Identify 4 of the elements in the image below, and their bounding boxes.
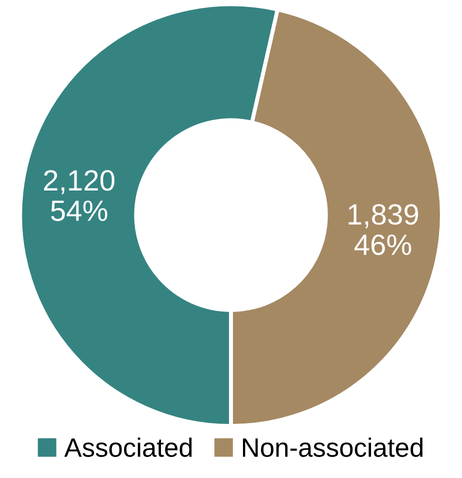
legend-label: Non-associated (242, 438, 422, 457)
legend-label: Associated (64, 438, 192, 457)
data-label: 2,120 54% (44, 170, 114, 222)
data-label: 1,839 46% (348, 204, 418, 256)
